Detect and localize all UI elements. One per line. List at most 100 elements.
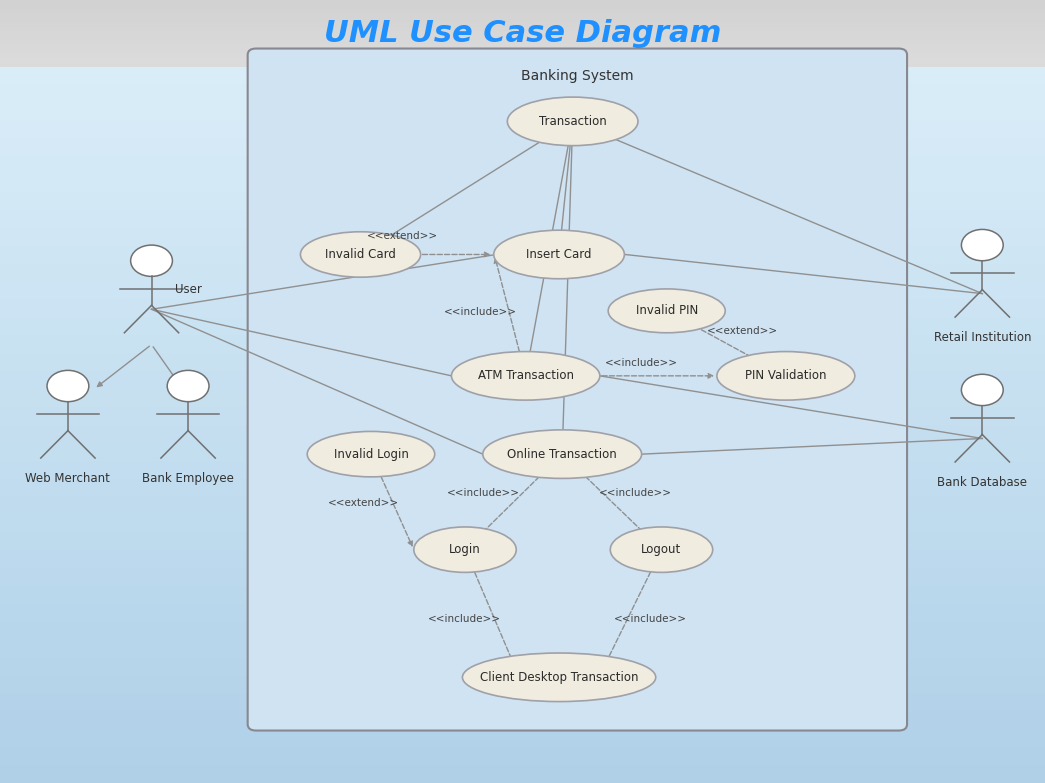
Text: Retail Institution: Retail Institution — [933, 331, 1031, 345]
Bar — [0, 389, 1045, 407]
Text: <<extend>>: <<extend>> — [328, 499, 399, 508]
Text: ATM Transaction: ATM Transaction — [478, 370, 574, 382]
Bar — [0, 246, 1045, 264]
Bar — [0, 35, 1045, 40]
Text: <<include>>: <<include>> — [447, 489, 520, 498]
Bar — [0, 0, 1045, 5]
Bar — [0, 747, 1045, 765]
Bar — [0, 192, 1045, 210]
Text: Login: Login — [449, 543, 481, 556]
Text: UML Use Case Diagram: UML Use Case Diagram — [324, 19, 721, 48]
Bar — [0, 586, 1045, 604]
Bar — [0, 424, 1045, 442]
Text: Bank Database: Bank Database — [937, 476, 1027, 489]
Bar — [0, 711, 1045, 729]
Bar — [0, 550, 1045, 568]
Text: Invalid Card: Invalid Card — [325, 248, 396, 261]
Bar — [0, 371, 1045, 389]
Ellipse shape — [494, 230, 625, 279]
Bar — [0, 31, 1045, 35]
Ellipse shape — [451, 352, 600, 400]
Bar — [0, 156, 1045, 174]
Bar — [0, 496, 1045, 514]
Circle shape — [47, 370, 89, 402]
Bar — [0, 568, 1045, 586]
Bar — [0, 460, 1045, 478]
Bar — [0, 9, 1045, 13]
Text: PIN Validation: PIN Validation — [745, 370, 827, 382]
Bar — [0, 138, 1045, 156]
Text: <<include>>: <<include>> — [605, 359, 678, 368]
Text: <<include>>: <<include>> — [613, 614, 687, 623]
Bar — [0, 281, 1045, 299]
Bar — [0, 658, 1045, 676]
Ellipse shape — [462, 653, 656, 702]
Text: Web Merchant: Web Merchant — [25, 472, 111, 485]
Bar — [0, 514, 1045, 532]
Bar — [0, 264, 1045, 282]
Bar — [0, 27, 1045, 31]
Bar — [0, 210, 1045, 228]
Text: Transaction: Transaction — [539, 115, 606, 128]
Circle shape — [167, 370, 209, 402]
Bar — [0, 22, 1045, 27]
Circle shape — [131, 245, 172, 276]
Bar — [0, 478, 1045, 496]
Bar — [0, 604, 1045, 622]
Bar — [0, 45, 1045, 49]
Ellipse shape — [608, 289, 725, 333]
Text: <<include>>: <<include>> — [444, 307, 517, 316]
Circle shape — [961, 374, 1003, 406]
Ellipse shape — [508, 97, 637, 146]
Ellipse shape — [307, 431, 435, 477]
Text: Banking System: Banking System — [521, 69, 633, 83]
Circle shape — [961, 229, 1003, 261]
Ellipse shape — [301, 232, 420, 277]
Text: User: User — [175, 283, 202, 296]
Bar — [0, 49, 1045, 53]
Bar — [0, 53, 1045, 58]
Bar — [0, 407, 1045, 424]
Bar — [0, 622, 1045, 640]
Ellipse shape — [414, 527, 516, 572]
Bar — [0, 532, 1045, 550]
Bar — [0, 62, 1045, 67]
Bar — [0, 335, 1045, 353]
Bar — [0, 174, 1045, 192]
Text: Client Desktop Transaction: Client Desktop Transaction — [480, 671, 638, 684]
Bar — [0, 694, 1045, 711]
FancyBboxPatch shape — [248, 49, 907, 731]
Text: <<include>>: <<include>> — [427, 614, 501, 623]
Bar — [0, 103, 1045, 121]
Bar — [0, 676, 1045, 694]
Bar — [0, 40, 1045, 45]
Ellipse shape — [483, 430, 642, 478]
Bar — [0, 121, 1045, 138]
Bar — [0, 85, 1045, 103]
Text: Invalid PIN: Invalid PIN — [635, 305, 698, 317]
Text: Bank Employee: Bank Employee — [142, 472, 234, 485]
Bar — [0, 729, 1045, 747]
Text: <<extend>>: <<extend>> — [367, 232, 438, 241]
Text: Insert Card: Insert Card — [527, 248, 591, 261]
Bar — [0, 18, 1045, 22]
Text: Logout: Logout — [642, 543, 681, 556]
Bar — [0, 299, 1045, 317]
Bar — [0, 640, 1045, 658]
Bar — [0, 317, 1045, 335]
Bar — [0, 13, 1045, 18]
Text: Online Transaction: Online Transaction — [507, 448, 618, 460]
Text: <<extend>>: <<extend>> — [706, 327, 777, 336]
Ellipse shape — [717, 352, 855, 400]
Bar — [0, 353, 1045, 371]
Bar — [0, 442, 1045, 460]
Text: <<include>>: <<include>> — [599, 489, 672, 498]
Bar — [0, 67, 1045, 85]
Text: Invalid Login: Invalid Login — [333, 448, 409, 460]
Ellipse shape — [610, 527, 713, 572]
Bar — [0, 5, 1045, 9]
Bar — [0, 228, 1045, 246]
Bar — [0, 765, 1045, 783]
Bar — [0, 0, 1045, 67]
Bar — [0, 58, 1045, 62]
